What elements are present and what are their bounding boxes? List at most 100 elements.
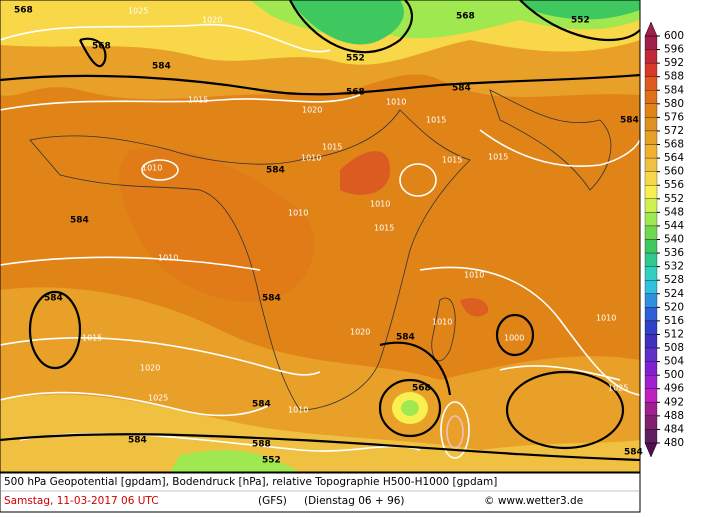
legend-label: 564 — [664, 152, 684, 164]
isobar-label: 1015 — [322, 143, 342, 152]
isobar-label: 1020 — [350, 328, 370, 337]
legend-swatch — [644, 171, 658, 186]
map-frame — [0, 0, 641, 473]
isobar-label: 1010 — [142, 164, 162, 173]
geopotential-label: 568 — [14, 6, 33, 16]
geopotential-label: 584 — [262, 294, 281, 304]
legend-swatch — [644, 280, 658, 294]
legend-swatch — [644, 388, 658, 403]
isobar-label: 1010 — [432, 318, 452, 327]
geopotential-label: 584 — [266, 166, 285, 176]
legend-swatch — [644, 157, 658, 172]
legend-swatch — [644, 402, 658, 417]
legend-label: 588 — [664, 71, 684, 83]
geopotential-label: 584 — [152, 62, 171, 72]
legend-label: 488 — [664, 410, 684, 422]
geopotential-label: 568 — [346, 88, 365, 98]
isobar-label: 1010 — [596, 314, 616, 323]
legend-arrow-top — [644, 21, 658, 37]
legend-swatch — [644, 375, 658, 389]
coastlines — [29, 89, 612, 411]
isobar-label: 1025 — [148, 394, 168, 403]
legend-label: 500 — [664, 369, 684, 381]
legend-label: 528 — [664, 274, 684, 286]
legend-label: 504 — [664, 356, 684, 368]
legend-label: 524 — [664, 288, 684, 300]
isobar-label: 1015 — [374, 224, 394, 233]
legend-swatch — [644, 90, 658, 104]
geopotential-label: 588 — [252, 440, 271, 450]
footer-date: Samstag, 11-03-2017 06 UTC — [4, 495, 159, 507]
legend-swatch — [644, 334, 658, 349]
isobar-label: 1010 — [386, 98, 406, 107]
geopotential-label: 584 — [620, 116, 639, 126]
isobar-label: 1010 — [301, 154, 321, 163]
geopotential-label: 552 — [262, 456, 281, 466]
map-field — [0, 0, 640, 472]
isobar-label: 1020 — [202, 16, 222, 25]
geopotential-label: 584 — [128, 436, 147, 446]
isobar-label: 1010 — [464, 271, 484, 280]
legend-swatch — [644, 225, 658, 240]
legend-label: 552 — [664, 193, 684, 205]
isobar-label: 1010 — [288, 406, 308, 415]
legend-swatch — [644, 429, 658, 444]
legend-label: 576 — [664, 111, 684, 123]
legend-swatch — [644, 49, 658, 64]
footer-caption: 500 hPa Geopotential [gpdam], Bodendruck… — [4, 476, 497, 488]
legend-swatch — [644, 415, 658, 430]
geopotential-labels: 568 568 584 552 568 568 552 584 584 584 … — [14, 6, 643, 466]
isobar-label: 1010 — [288, 209, 308, 218]
legend-arrow-bottom — [644, 442, 658, 458]
footer-run: (Dienstag 06 + 96) — [304, 495, 405, 507]
legend-swatch — [644, 361, 658, 376]
legend-label: 512 — [664, 328, 684, 340]
legend-label: 600 — [664, 30, 684, 42]
footer-model: (GFS) — [258, 495, 287, 507]
legend-label: 592 — [664, 57, 684, 69]
legend-swatch — [644, 320, 658, 335]
isobar-label: 1000 — [504, 334, 524, 343]
legend-label: 548 — [664, 206, 684, 218]
legend-swatch — [644, 239, 658, 254]
isobar-label: 1025 — [128, 7, 148, 16]
isobar-label: 1010 — [370, 200, 390, 209]
legend-label: 532 — [664, 261, 684, 273]
geopotential-lines — [0, 0, 641, 462]
legend-label: 508 — [664, 342, 684, 354]
legend-swatch — [644, 130, 658, 145]
geopotential-label: 584 — [44, 294, 63, 304]
legend-swatch — [644, 117, 658, 132]
legend-swatch — [644, 307, 658, 322]
isobar-label: 1020 — [140, 364, 160, 373]
footer-box — [0, 472, 641, 513]
legend-label: 580 — [664, 98, 684, 110]
isobar-label: 1010 — [158, 254, 178, 263]
legend-label: 596 — [664, 44, 684, 56]
legend-label: 544 — [664, 220, 684, 232]
legend-label: 496 — [664, 383, 684, 395]
footer-credit: © www.wetter3.de — [484, 495, 583, 507]
geopotential-label: 568 — [412, 384, 431, 394]
legend-swatch — [644, 103, 658, 118]
isobar-label: 1015 — [82, 334, 102, 343]
legend-label: 536 — [664, 247, 684, 259]
legend-swatch — [644, 62, 658, 77]
legend-label: 492 — [664, 396, 684, 408]
legend-label: 520 — [664, 301, 684, 313]
legend-swatch — [644, 347, 658, 362]
legend-label: 540 — [664, 234, 684, 246]
isobar-label: 1025 — [608, 384, 628, 393]
isobar-label: 1015 — [188, 96, 208, 105]
geopotential-label: 568 — [92, 42, 111, 52]
legend-swatch — [644, 212, 658, 227]
isobar-label: 1015 — [426, 116, 446, 125]
legend-swatch — [644, 185, 658, 199]
legend-label: 480 — [664, 437, 684, 449]
legend-label: 560 — [664, 166, 684, 178]
legend-swatch — [644, 293, 658, 308]
isobar-label: 1015 — [488, 153, 508, 162]
legend-swatch — [644, 252, 658, 267]
geopotential-label: 568 — [456, 12, 475, 22]
